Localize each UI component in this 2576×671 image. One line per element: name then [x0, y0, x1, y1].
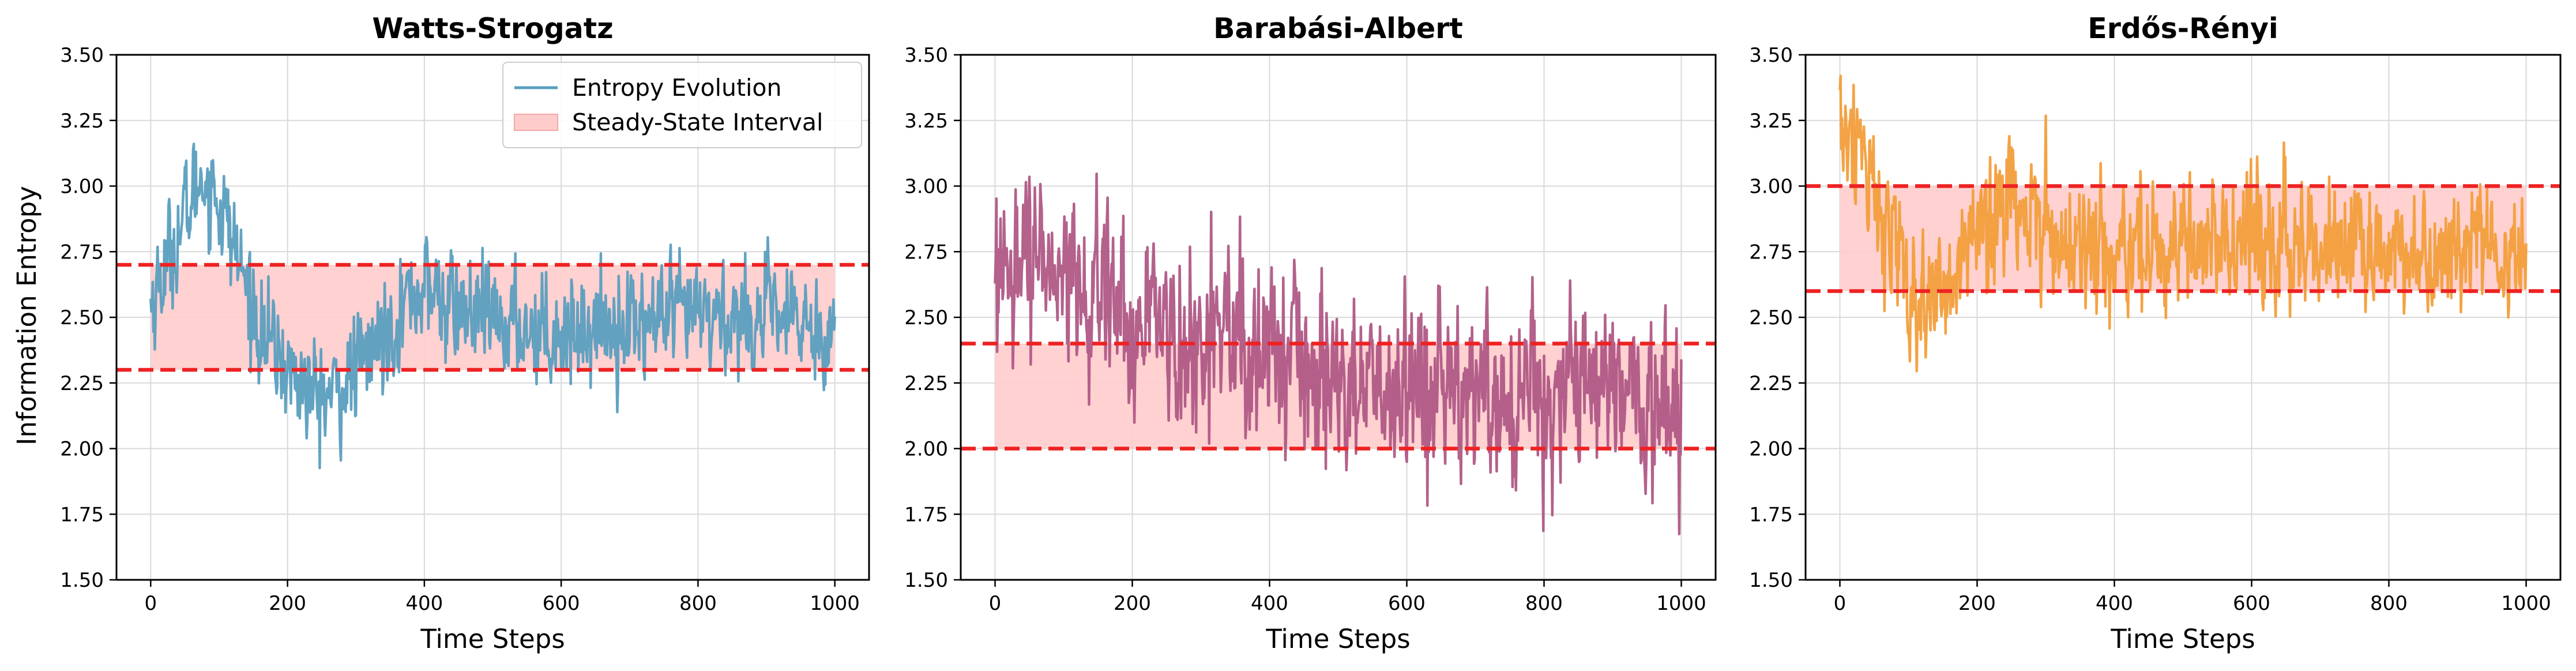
legend-label-entropy: Entropy Evolution: [572, 74, 782, 102]
y-tick-label: 3.25: [904, 110, 948, 133]
y-tick-label: 2.75: [60, 241, 104, 264]
y-tick-label: 2.25: [1749, 372, 1793, 395]
x-tick-label: 800: [2370, 592, 2408, 615]
y-tick-label: 2.50: [904, 306, 948, 329]
legend-label-steady-state: Steady-State Interval: [572, 108, 823, 136]
y-tick-label: 3.25: [1749, 110, 1793, 133]
series-line: [994, 172, 1683, 535]
y-tick-label: 1.50: [1749, 569, 1793, 592]
x-tick-label: 1000: [2501, 592, 2551, 615]
legend: Entropy Evolution Steady-State Interval: [502, 62, 862, 148]
y-axis-label: Information Entropy: [12, 186, 42, 445]
x-tick-label: 600: [1388, 592, 1426, 615]
panel-title: Erdős-Rényi: [2088, 12, 2278, 45]
y-tick-label: 3.50: [60, 44, 104, 67]
y-tick-label: 3.00: [1749, 175, 1793, 198]
x-tick-label: 800: [1525, 592, 1563, 615]
y-tick-label: 1.75: [60, 503, 104, 526]
y-tick-label: 2.75: [904, 241, 948, 264]
x-tick-label: 200: [1114, 592, 1151, 615]
legend-band-swatch: [514, 114, 558, 131]
x-tick-label: 400: [405, 592, 443, 615]
y-tick-label: 3.50: [1749, 44, 1793, 67]
x-tick-label: 600: [543, 592, 580, 615]
y-tick-label: 3.00: [60, 175, 104, 198]
y-tick-label: 2.50: [1749, 306, 1793, 329]
panel-erdos-renyi: 0 200 400 600 800 1000 1.50 1.75 2.00 2.25 2.50 2.7…: [1749, 12, 2562, 654]
x-tick-label: 200: [269, 592, 306, 615]
y-tick-label: 3.25: [60, 110, 104, 133]
y-tick-label: 2.00: [60, 438, 104, 461]
panel-title: Watts-Strogatz: [372, 12, 613, 45]
series-line: [149, 143, 836, 470]
grid: [961, 54, 1716, 580]
x-tick-label: 0: [144, 592, 157, 615]
x-axis-label: Time Steps: [2110, 624, 2255, 654]
y-tick-label: 3.50: [904, 44, 948, 67]
x-axis-label: Time Steps: [420, 624, 565, 654]
y-tick-label: 2.25: [904, 372, 948, 395]
panel-barabasi-albert: 0 200 400 600 800 1000 1.50 1.75 2.00 2.25 2.50 2.7…: [904, 12, 1717, 654]
x-axis-label: Time Steps: [1265, 624, 1410, 654]
x-tick-label: 600: [2233, 592, 2270, 615]
y-tick-label: 1.50: [60, 569, 104, 592]
y-tick-label: 3.00: [904, 175, 948, 198]
y-tick-label: 2.00: [1749, 438, 1793, 461]
y-tick-label: 2.25: [60, 372, 104, 395]
y-tick-label: 2.00: [904, 438, 948, 461]
x-tick-label: 800: [679, 592, 717, 615]
series-line: [1838, 74, 2528, 373]
y-tick-label: 1.75: [904, 503, 948, 526]
x-tick-label: 1000: [1656, 592, 1706, 615]
legend-box: [502, 62, 862, 148]
y-tick-label: 1.50: [904, 569, 948, 592]
x-tick-label: 400: [2096, 592, 2133, 615]
x-tick-label: 0: [989, 592, 1002, 615]
y-tick-label: 2.50: [60, 306, 104, 329]
x-tick-label: 200: [1958, 592, 1996, 615]
x-tick-label: 0: [1834, 592, 1847, 615]
y-tick-label: 1.75: [1749, 503, 1793, 526]
x-tick-label: 400: [1251, 592, 1288, 615]
panel-title: Barabási-Albert: [1213, 12, 1463, 45]
y-tick-label: 2.75: [1749, 241, 1793, 264]
x-tick-label: 1000: [810, 592, 860, 615]
